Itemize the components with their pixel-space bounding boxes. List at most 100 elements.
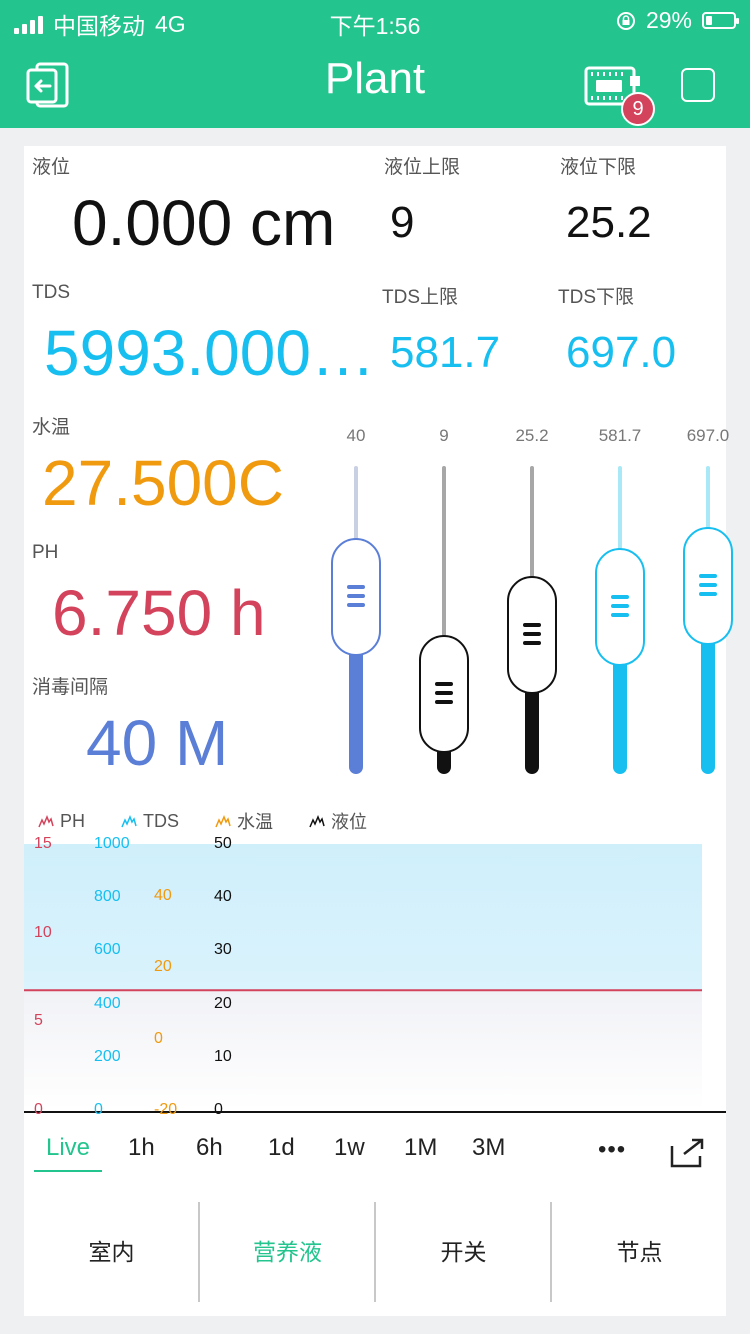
legend-label: 水温 xyxy=(237,812,274,832)
slider-track xyxy=(442,466,446,640)
axis-tick: 20 xyxy=(154,958,172,976)
series-icon xyxy=(215,815,231,828)
page-title: Plant xyxy=(324,54,426,103)
tab-divider xyxy=(550,1202,552,1302)
expand-icon[interactable] xyxy=(670,1138,704,1168)
level-lower-label: 液位下限 xyxy=(560,157,637,178)
water-temp-label: 水温 xyxy=(32,417,71,438)
axis-tick: -20 xyxy=(154,1101,178,1118)
carrier-text: 中国移动 xyxy=(53,13,145,39)
legend-item[interactable]: PH xyxy=(38,808,85,834)
legend-label: TDS xyxy=(143,810,180,831)
tab-4[interactable]: 节点 xyxy=(616,1239,663,1265)
level-upper-value: 9 xyxy=(390,198,415,247)
legend-label: PH xyxy=(60,810,86,831)
water-temp-value: 27.500C xyxy=(42,447,284,519)
range-1w[interactable]: 1w xyxy=(334,1134,365,1161)
tds-lower-label: TDS下限 xyxy=(558,287,635,308)
axis-tick: 400 xyxy=(94,994,121,1012)
slider-track xyxy=(530,466,534,581)
axis-tick: 0 xyxy=(34,1101,43,1118)
status-bar: 中国移动 4G 下午1:56 29% xyxy=(0,0,750,40)
slider-handle[interactable] xyxy=(331,538,381,657)
chart-legend: PH TDS 水温 液位 xyxy=(38,808,403,834)
axis-tick: 800 xyxy=(94,888,121,906)
axis-tick: 10 xyxy=(214,1047,232,1065)
signal-icon xyxy=(14,14,43,34)
disinfect-interval-value: 40 M xyxy=(86,707,229,779)
app-header: Plant 9 xyxy=(0,40,750,128)
axis-tick: 50 xyxy=(214,835,232,852)
legend-item[interactable]: 液位 xyxy=(309,808,367,834)
more-button[interactable]: ••• xyxy=(598,1136,627,1163)
exit-icon[interactable] xyxy=(24,62,78,108)
level-lower-value: 25.2 xyxy=(566,198,652,247)
fullscreen-icon[interactable] xyxy=(681,68,715,102)
slider-value-label: 25.2 xyxy=(515,426,549,445)
legend-label: 液位 xyxy=(331,812,368,832)
range-1d[interactable]: 1d xyxy=(268,1134,295,1161)
slider-track xyxy=(618,466,622,552)
legend-item[interactable]: 水温 xyxy=(215,808,273,834)
battery-icon xyxy=(702,12,739,29)
level-value: 0.000 cm xyxy=(72,187,336,259)
tab-1[interactable]: 室内 xyxy=(88,1239,135,1265)
ph-area xyxy=(24,990,702,1110)
tds-label: TDS xyxy=(32,282,70,303)
axis-tick: 40 xyxy=(214,888,232,906)
axis-tick: 10 xyxy=(34,923,52,941)
axis-tick: 0 xyxy=(214,1101,223,1118)
tds-value: 5993.000… xyxy=(44,317,375,389)
slider-handle[interactable] xyxy=(595,547,645,666)
chart-area: 15 10 5 0 1000 800 600 400 200 0 40 20 0 -20 50 40 30 20 1… xyxy=(24,835,726,1118)
slider-3[interactable]: 25.2 xyxy=(488,416,576,806)
range-live[interactable]: Live xyxy=(46,1134,91,1161)
axis-tick: 20 xyxy=(214,994,232,1012)
tab-divider xyxy=(198,1202,200,1302)
clock-text: 下午1:56 xyxy=(329,13,421,39)
axis-tick: 600 xyxy=(94,941,121,959)
network-text: 4G xyxy=(155,10,186,37)
slider-handle[interactable] xyxy=(419,635,469,754)
ph-value: 6.750 h xyxy=(52,577,266,649)
notification-badge: 9 xyxy=(621,92,655,126)
range-1h[interactable]: 1h xyxy=(128,1134,155,1161)
slider-track xyxy=(706,466,710,531)
series-icon xyxy=(309,815,325,828)
slider-handle[interactable] xyxy=(507,576,557,695)
axis-tick: 1000 xyxy=(94,835,130,852)
tab-2[interactable]: 营养液 xyxy=(253,1239,322,1265)
legend-item[interactable]: TDS xyxy=(121,808,179,834)
battery-percent: 29% xyxy=(645,7,692,33)
tds-lower-value: 697.0 xyxy=(566,328,677,377)
axis-tick: 0 xyxy=(154,1029,163,1047)
axis-tick: 15 xyxy=(34,835,52,852)
dashboard-panel: 液位 0.000 cm 液位上限 9 液位下限 25.2 TDS 5993.00… xyxy=(24,146,733,1316)
rotation-lock-icon xyxy=(616,11,635,30)
level-upper-label: 液位上限 xyxy=(384,157,461,178)
range-6h[interactable]: 6h xyxy=(196,1134,223,1161)
slider-4[interactable]: 581.7 xyxy=(576,416,664,806)
slider-1[interactable]: 40 xyxy=(312,416,400,806)
slider-2[interactable]: 9 xyxy=(400,416,488,806)
slider-value-label: 9 xyxy=(439,426,449,445)
chart-plot xyxy=(24,844,726,1113)
slider-handle[interactable] xyxy=(683,526,733,645)
ph-label: PH xyxy=(32,542,59,563)
axis-tick: 5 xyxy=(34,1012,43,1030)
live-underline xyxy=(34,1170,102,1172)
slider-5[interactable]: 697.0 xyxy=(664,416,750,806)
time-range-bar: ••• Live 1h 6h 1d 1w 1M 3M xyxy=(24,1134,726,1174)
tab-divider xyxy=(374,1202,376,1302)
axis-tick: 200 xyxy=(94,1047,121,1065)
range-1m[interactable]: 1M xyxy=(404,1134,438,1161)
device-icon[interactable] xyxy=(584,64,644,112)
series-icon xyxy=(121,815,137,828)
axis-tick: 40 xyxy=(154,887,172,904)
disinfect-interval-label: 消毒间隔 xyxy=(32,677,109,698)
range-3m[interactable]: 3M xyxy=(472,1134,506,1161)
series-icon xyxy=(38,815,54,828)
slider-value-label: 581.7 xyxy=(598,426,642,445)
slider-value-label: 697.0 xyxy=(686,426,730,445)
tab-3[interactable]: 开关 xyxy=(440,1239,487,1265)
